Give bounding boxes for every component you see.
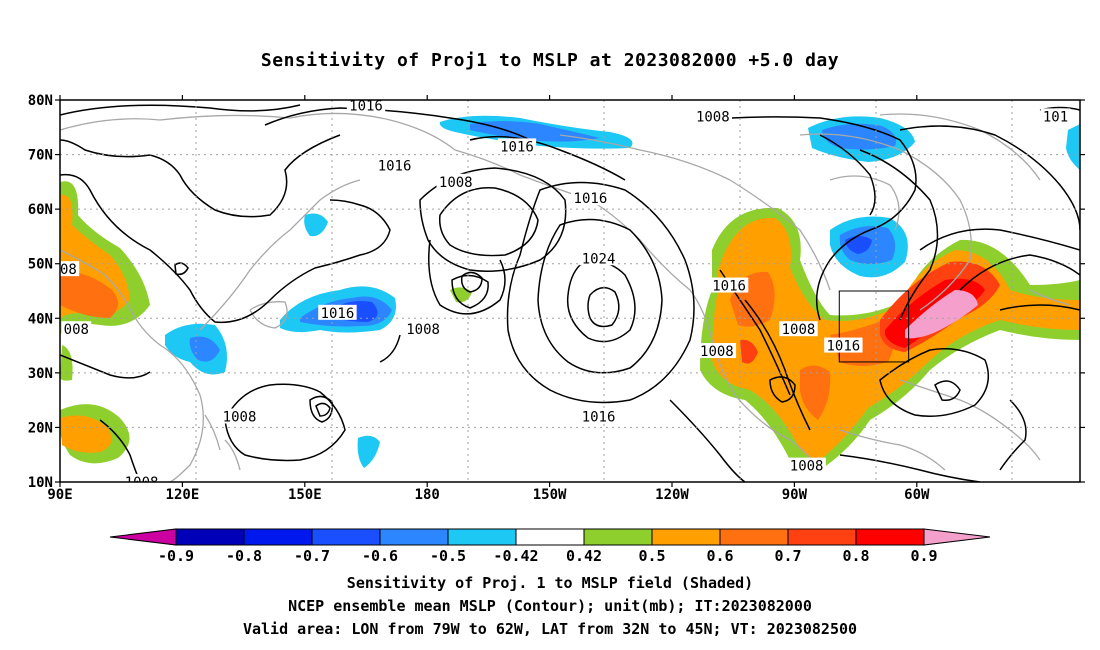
colorbar-label: -0.42 bbox=[493, 547, 538, 565]
colorbar-label: 0.5 bbox=[638, 547, 665, 565]
colorbar: -0.9 -0.8 -0.7 -0.6 -0.5 -0.42 0.42 0.5 0.6 0.7 0.… bbox=[109, 528, 991, 565]
longitude-axis: 90E 120E 150E 180 150W 120W 90W 60W bbox=[47, 95, 930, 503]
contour-label-bg bbox=[709, 277, 749, 293]
colorbar-box bbox=[311, 528, 381, 546]
contour-labels: 1016 1008 1016 1016 1008 1016 1024 1016 1016 1008… bbox=[43, 98, 1071, 491]
contour-label: 101 bbox=[1043, 109, 1068, 125]
colorbar-box bbox=[855, 528, 925, 546]
colorbar-label: 0.42 bbox=[566, 547, 602, 565]
colorbar-box bbox=[787, 528, 857, 546]
lon-label: 120E bbox=[166, 487, 200, 503]
contour-label-bg bbox=[122, 474, 161, 482]
contour-label: 1016 bbox=[827, 339, 861, 355]
contour-label: 1016 bbox=[500, 139, 534, 155]
sensitivity-map: 1016 1008 1016 1016 1008 1016 1024 1016 1016 1008… bbox=[28, 93, 1085, 565]
contour-label-bg bbox=[579, 250, 618, 266]
lat-label: 70N bbox=[28, 148, 53, 164]
colorbar-label: 0.9 bbox=[910, 547, 937, 565]
contour-label-bg bbox=[787, 457, 826, 473]
shaded-sensitivity bbox=[60, 115, 1080, 472]
contour-label-bg bbox=[61, 321, 92, 337]
contour-label: 1008 bbox=[439, 175, 473, 191]
contour-label: 1008 bbox=[790, 459, 824, 475]
contour-label: 1008 bbox=[696, 109, 730, 125]
colorbar-end-high bbox=[923, 528, 991, 546]
lat-label: 80N bbox=[28, 93, 53, 109]
map-title: Sensitivity of Proj1 to MSLP at 20230820… bbox=[260, 50, 840, 71]
contour-label-bg bbox=[779, 321, 818, 337]
mslp-contours bbox=[60, 104, 1080, 482]
contour-label-bg bbox=[693, 108, 732, 124]
lon-label: 90E bbox=[47, 487, 72, 503]
lon-label: 120W bbox=[655, 487, 689, 503]
contour-label: 1008 bbox=[125, 475, 159, 491]
contour-label-bg bbox=[220, 408, 259, 424]
lat-label: 60N bbox=[28, 202, 53, 218]
lat-label: 10N bbox=[28, 475, 53, 491]
colorbar-box bbox=[583, 528, 653, 546]
contour-label: 1016 bbox=[574, 191, 608, 207]
colorbar-box bbox=[243, 528, 313, 546]
contour-label: 1016 bbox=[349, 98, 383, 114]
lat-label: 50N bbox=[28, 257, 53, 273]
contour-label-bg bbox=[497, 138, 537, 154]
caption-contour: NCEP ensemble mean MSLP (Contour); unit(… bbox=[288, 597, 812, 615]
contour-label-bg bbox=[571, 190, 610, 206]
colorbar-label: -0.5 bbox=[430, 547, 466, 565]
contour-label-bg bbox=[824, 337, 863, 353]
colorbar-label: 0.8 bbox=[842, 547, 869, 565]
colorbar-label: -0.8 bbox=[226, 547, 262, 565]
colorbar-label: 0.6 bbox=[706, 547, 733, 565]
lat-label: 20N bbox=[28, 420, 53, 436]
caption-shaded: Sensitivity of Proj. 1 to MSLP field (Sh… bbox=[346, 574, 754, 592]
lon-label: 180 bbox=[415, 487, 440, 503]
colorbar-label: -0.6 bbox=[362, 547, 398, 565]
contour-label: 1016 bbox=[378, 158, 412, 174]
lon-label: 150W bbox=[533, 487, 567, 503]
contour-label: 1016 bbox=[582, 410, 616, 426]
colorbar-box bbox=[719, 528, 789, 546]
contour-label: 1008 bbox=[43, 262, 77, 278]
contour-label: 1024 bbox=[582, 251, 616, 267]
contour-label: 1008 bbox=[223, 410, 257, 426]
map-frame bbox=[59, 99, 1081, 483]
colorbar-end-low bbox=[109, 528, 177, 546]
lat-label: 40N bbox=[28, 311, 53, 327]
contour-label: 1016 bbox=[712, 279, 746, 295]
contour-label-bg bbox=[436, 173, 475, 189]
contour-label-bg bbox=[1040, 108, 1071, 124]
contour-label: 1008 bbox=[782, 322, 816, 338]
lat-label: 30N bbox=[28, 366, 53, 382]
colorbar-box bbox=[447, 528, 517, 546]
contour-label-bg bbox=[60, 261, 80, 277]
colorbar-box bbox=[515, 528, 585, 546]
caption-valid-area: Valid area: LON from 79W to 62W, LAT fro… bbox=[242, 620, 858, 638]
contour-label-bg bbox=[346, 100, 386, 113]
colorbar-label: -0.7 bbox=[294, 547, 330, 565]
coastlines bbox=[60, 112, 1071, 482]
contour-label-bg bbox=[318, 304, 357, 320]
colorbar-box bbox=[175, 528, 245, 546]
lon-label: 150E bbox=[288, 487, 322, 503]
contour-label-bg bbox=[579, 408, 618, 424]
lon-label: 60W bbox=[904, 487, 930, 503]
valid-area-box bbox=[838, 290, 910, 363]
contour-label-bg bbox=[697, 343, 737, 359]
contour-label: 008 bbox=[64, 322, 89, 338]
colorbar-label: -0.9 bbox=[158, 547, 194, 565]
contour-label: 1016 bbox=[321, 306, 355, 322]
contour-label: 1008 bbox=[700, 344, 734, 360]
lon-label: 90W bbox=[782, 487, 808, 503]
colorbar-box bbox=[379, 528, 449, 546]
contour-label-bg bbox=[403, 321, 443, 337]
colorbar-box bbox=[651, 528, 721, 546]
latitude-axis: 80N 70N 60N 50N 40N 30N 20N 10N bbox=[28, 93, 1085, 491]
contour-label-bg bbox=[375, 157, 414, 173]
contour-label: 1008 bbox=[406, 322, 440, 338]
colorbar-label: 0.7 bbox=[774, 547, 801, 565]
